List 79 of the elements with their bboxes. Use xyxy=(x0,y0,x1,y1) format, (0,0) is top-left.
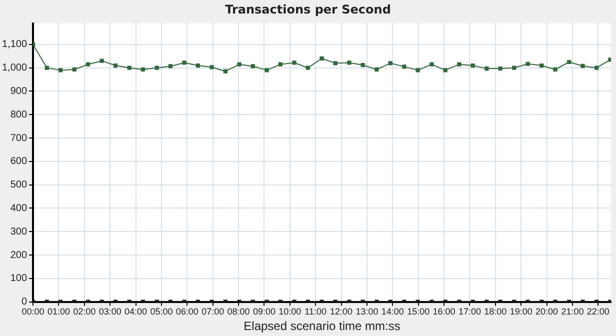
point xyxy=(540,63,544,68)
x-tick-label: 02:00 xyxy=(73,306,96,317)
x-tick-label: 22:00 xyxy=(586,306,610,317)
point xyxy=(86,62,90,66)
point xyxy=(594,66,599,70)
y-tick-label: 1,100 xyxy=(2,39,28,50)
point xyxy=(140,67,146,72)
y-tick-label: 0 xyxy=(21,296,28,308)
point xyxy=(44,66,49,70)
point xyxy=(402,64,406,69)
point xyxy=(72,67,76,72)
x-tick-label: 06:00 xyxy=(176,306,198,317)
point xyxy=(470,63,475,68)
y-tick-label: 700 xyxy=(10,132,28,144)
point xyxy=(292,60,296,65)
x-axis-title: Elapsed scenario time mm:ss xyxy=(244,319,400,334)
point xyxy=(250,64,255,68)
x-tick-label: 09:00 xyxy=(252,306,276,317)
y-tick-label: 300 xyxy=(10,226,28,238)
point xyxy=(264,68,269,72)
point xyxy=(608,58,611,62)
point xyxy=(347,60,352,65)
point xyxy=(457,62,462,66)
y-tick-label: 100 xyxy=(10,273,28,284)
point xyxy=(196,63,200,68)
y-tick-label: 900 xyxy=(10,86,28,97)
x-tick-label: 00:00 xyxy=(22,306,44,317)
point xyxy=(580,64,585,68)
point xyxy=(416,68,420,72)
x-tick-label: 18:00 xyxy=(484,306,507,317)
point xyxy=(127,66,132,70)
point xyxy=(430,62,434,66)
y-tick-label: 400 xyxy=(10,202,28,214)
point xyxy=(374,67,379,72)
point xyxy=(278,62,282,66)
x-tick-label: 13:00 xyxy=(356,306,378,317)
y-tick-label: 600 xyxy=(10,156,28,168)
point xyxy=(567,60,572,64)
x-tick-label: 12:00 xyxy=(330,306,353,317)
x-tick-label: 15:00 xyxy=(407,306,430,317)
point xyxy=(320,56,324,61)
point xyxy=(553,67,558,72)
point xyxy=(360,62,365,68)
x-tick-label: 08:00 xyxy=(227,306,250,317)
x-tick-label: 16:00 xyxy=(432,306,456,317)
point xyxy=(210,65,214,70)
point xyxy=(100,58,104,63)
x-tick-label: 04:00 xyxy=(124,306,148,317)
point xyxy=(113,63,118,68)
point xyxy=(306,66,310,70)
point xyxy=(512,66,516,70)
x-tick-label: 17:00 xyxy=(458,306,481,317)
y-tick-label: 800 xyxy=(10,109,28,120)
point xyxy=(58,68,63,72)
point xyxy=(223,69,228,74)
y-tick-label: 500 xyxy=(10,180,28,191)
point xyxy=(388,61,392,66)
x-tick-label: 21:00 xyxy=(561,306,584,317)
x-tick-label: 14:00 xyxy=(381,306,404,317)
chart-title: Transactions per Second xyxy=(225,2,391,16)
point xyxy=(498,66,502,71)
point xyxy=(484,66,489,71)
point xyxy=(168,64,173,68)
x-tick-label: 07:00 xyxy=(202,306,224,317)
y-tick-label: 1,000 xyxy=(2,62,28,74)
x-tick-label: 10:00 xyxy=(278,306,302,317)
x-tick-label: 01:00 xyxy=(47,306,70,317)
x-tick-label: 19:00 xyxy=(510,306,532,317)
point xyxy=(443,68,448,72)
point xyxy=(526,62,530,66)
x-tick-label: 20:00 xyxy=(536,306,558,317)
point xyxy=(182,60,186,65)
x-tick-label: 03:00 xyxy=(98,306,122,317)
x-tick-label: 11:00 xyxy=(304,306,327,317)
x-tick-label: 05:00 xyxy=(150,306,173,317)
point xyxy=(333,61,338,66)
y-tick-label: 200 xyxy=(10,250,28,261)
point xyxy=(154,66,159,70)
point xyxy=(237,62,242,66)
